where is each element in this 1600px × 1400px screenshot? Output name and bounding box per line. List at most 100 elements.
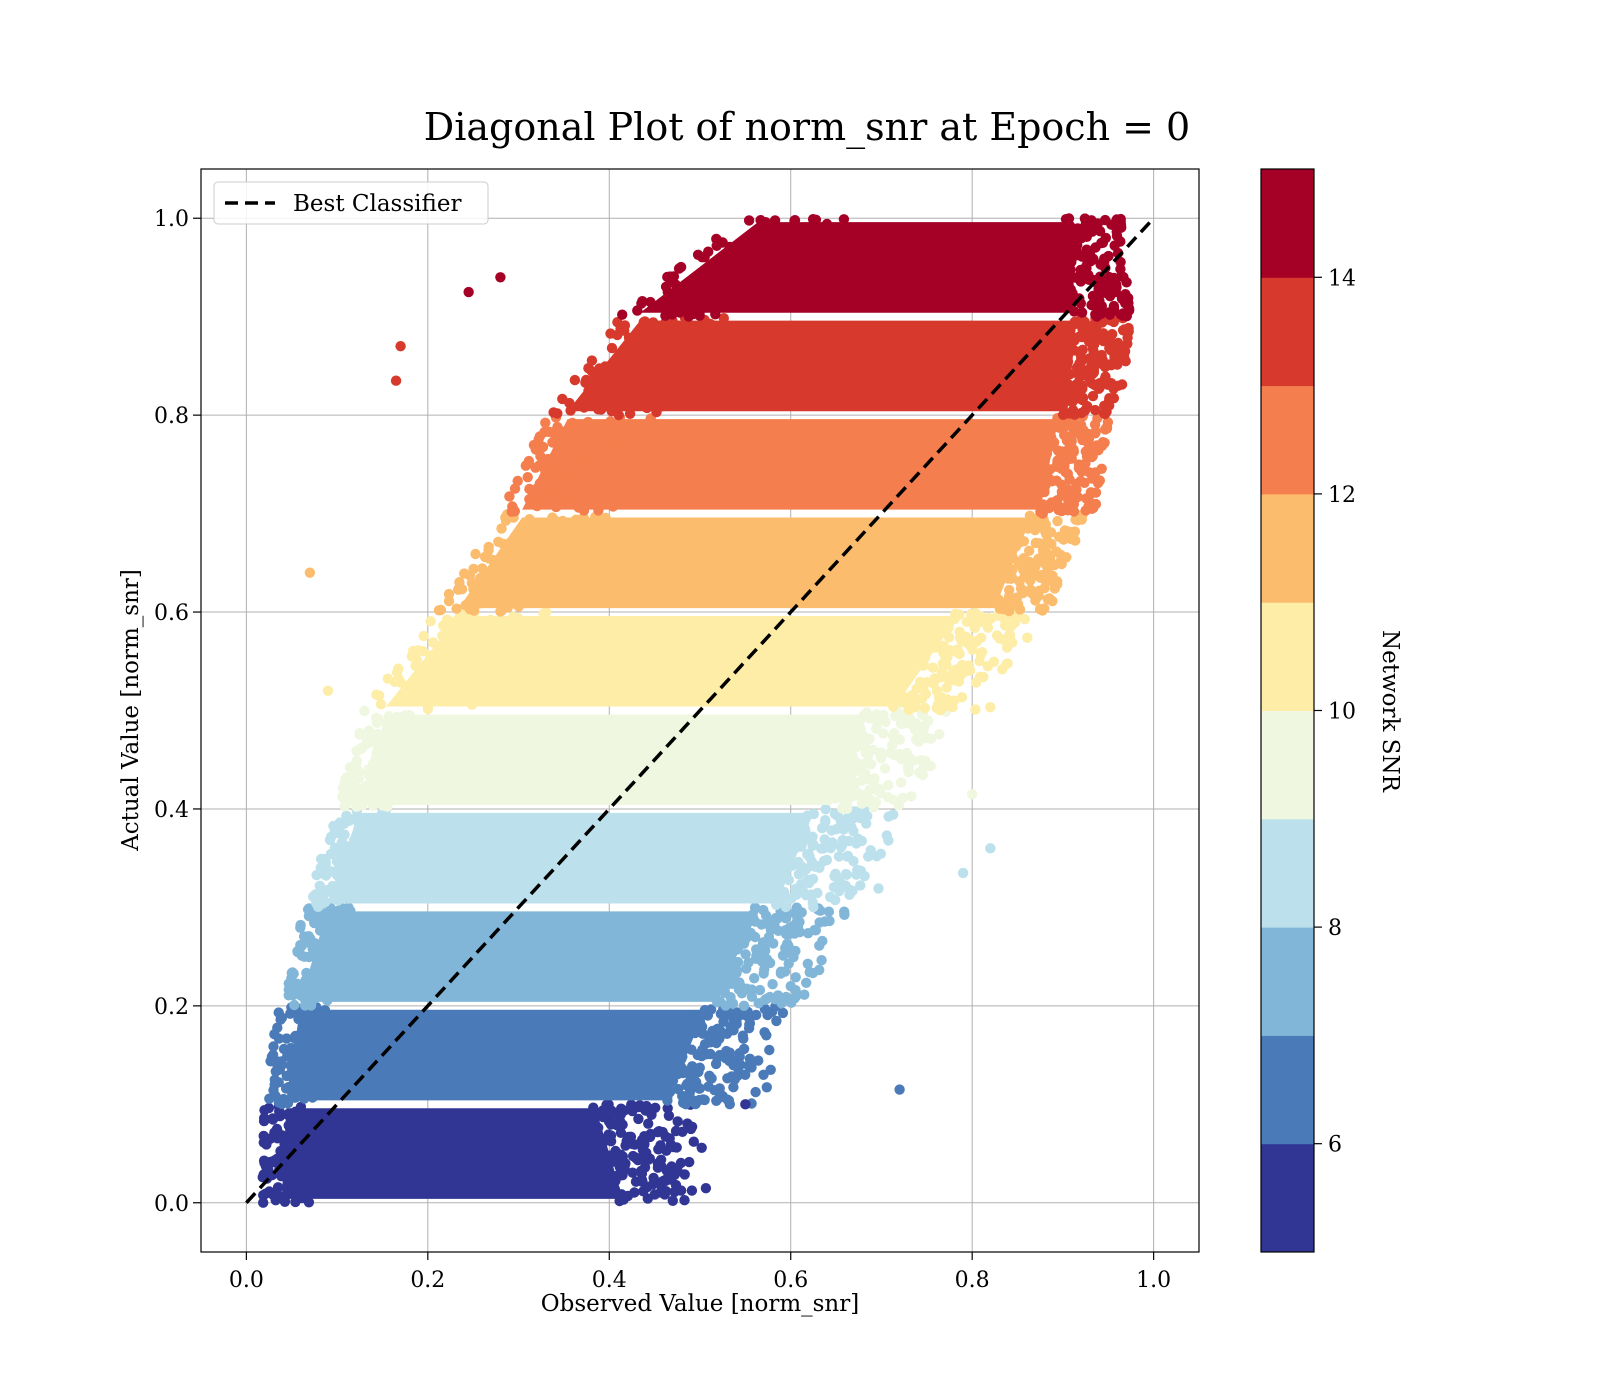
data-point [325,930,337,941]
data-point [635,337,646,348]
data-point [742,295,753,306]
outlier-point [966,788,978,800]
outlier-point [785,980,796,992]
data-point [484,596,496,607]
data-point [740,949,751,960]
data-point [906,791,917,802]
data-point [343,920,354,932]
data-point [355,743,367,755]
data-point [446,639,457,651]
data-point [515,555,526,567]
data-point [1073,463,1085,474]
data-point [1071,478,1082,490]
data-point [894,734,905,745]
data-point [578,402,590,413]
data-point [929,673,941,684]
data-point [1040,526,1051,538]
data-point [763,919,775,930]
data-point [921,732,932,744]
data-point [509,581,520,592]
data-point [861,707,872,718]
data-point [369,765,381,776]
data-point [684,1069,695,1080]
data-point [359,705,370,717]
data-point [689,340,700,351]
data-point [302,1146,314,1157]
data-point [687,290,699,301]
data-point [619,325,630,336]
data-point [814,224,825,236]
data-point [551,519,562,530]
data-point [698,270,709,281]
data-point [730,293,741,304]
data-point [449,686,460,697]
data-point [653,349,664,360]
data-point [985,702,996,713]
band-core [327,812,814,904]
data-point [804,967,815,978]
data-point [548,407,559,418]
data-point [425,616,436,627]
band-snr-10.5 [371,607,1033,716]
data-point [446,632,458,643]
data-point [258,1197,269,1208]
data-point [315,1029,327,1040]
data-point [399,710,410,721]
data-point [1069,409,1080,420]
outlier-point [894,1084,905,1095]
data-point [672,1068,684,1080]
data-point [540,417,551,428]
data-point [1103,359,1114,370]
data-point [780,240,791,251]
data-point [724,957,736,968]
colorbar-segment [1261,277,1314,387]
data-point [1069,526,1081,537]
data-point [530,462,541,473]
data-point [794,840,806,851]
data-point [873,883,884,894]
data-point [474,573,486,584]
data-point [775,231,787,242]
chart-title: Diagonal Plot of norm_snr at Epoch = 0 [424,105,1190,150]
data-point [1090,359,1102,370]
data-point [700,1183,712,1194]
data-point [518,527,529,538]
data-point [295,922,306,933]
data-point [1119,324,1130,335]
y-tick-label: 0.2 [154,995,189,1020]
data-point [1068,224,1079,235]
data-point [651,406,662,418]
data-point [285,1170,296,1182]
data-point [519,590,530,602]
data-point [268,1041,279,1052]
data-point [1119,346,1131,357]
data-point [1098,335,1109,347]
data-point [347,890,358,901]
data-point [339,863,350,874]
data-point [818,843,829,854]
data-point [527,580,538,592]
data-point [753,246,764,257]
data-point [836,840,848,851]
data-point [796,907,807,918]
data-point [261,1139,272,1150]
data-point [948,666,959,677]
data-point [807,897,818,908]
data-point [1006,637,1018,648]
data-point [491,641,503,653]
data-point [642,423,653,434]
data-point [577,493,588,504]
data-point [502,557,513,568]
data-point [652,336,664,347]
data-point [1072,515,1084,526]
data-point [793,859,805,870]
data-point [1044,464,1056,475]
data-point [1067,288,1078,299]
data-point [472,586,483,597]
data-point [750,1009,762,1021]
colorbar-segment [1261,710,1314,820]
data-point [884,747,896,758]
data-point [466,670,478,681]
data-point [573,502,584,513]
